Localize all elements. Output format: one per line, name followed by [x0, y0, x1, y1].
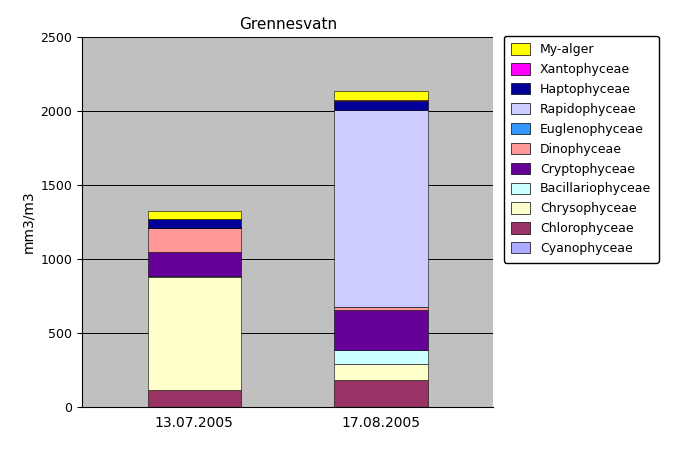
Bar — [147, 252, 241, 276]
Bar — [334, 307, 428, 310]
Bar — [334, 91, 428, 100]
Bar — [147, 390, 241, 407]
Bar — [334, 380, 428, 407]
Y-axis label: mm3/m3: mm3/m3 — [21, 190, 35, 253]
Legend: My-alger, Xantophyceae, Haptophyceae, Rapidophyceae, Euglenophyceae, Dinophyceae: My-alger, Xantophyceae, Haptophyceae, Ra… — [503, 36, 658, 262]
Bar — [334, 310, 428, 350]
Title: Grennesvatn: Grennesvatn — [238, 17, 337, 31]
Bar — [147, 219, 241, 228]
Bar — [147, 277, 241, 390]
Bar — [334, 100, 428, 101]
Bar — [334, 110, 428, 307]
Bar — [334, 350, 428, 364]
Bar — [147, 276, 241, 277]
Bar — [147, 211, 241, 219]
Bar — [334, 101, 428, 110]
Bar — [334, 364, 428, 380]
Bar — [147, 228, 241, 252]
